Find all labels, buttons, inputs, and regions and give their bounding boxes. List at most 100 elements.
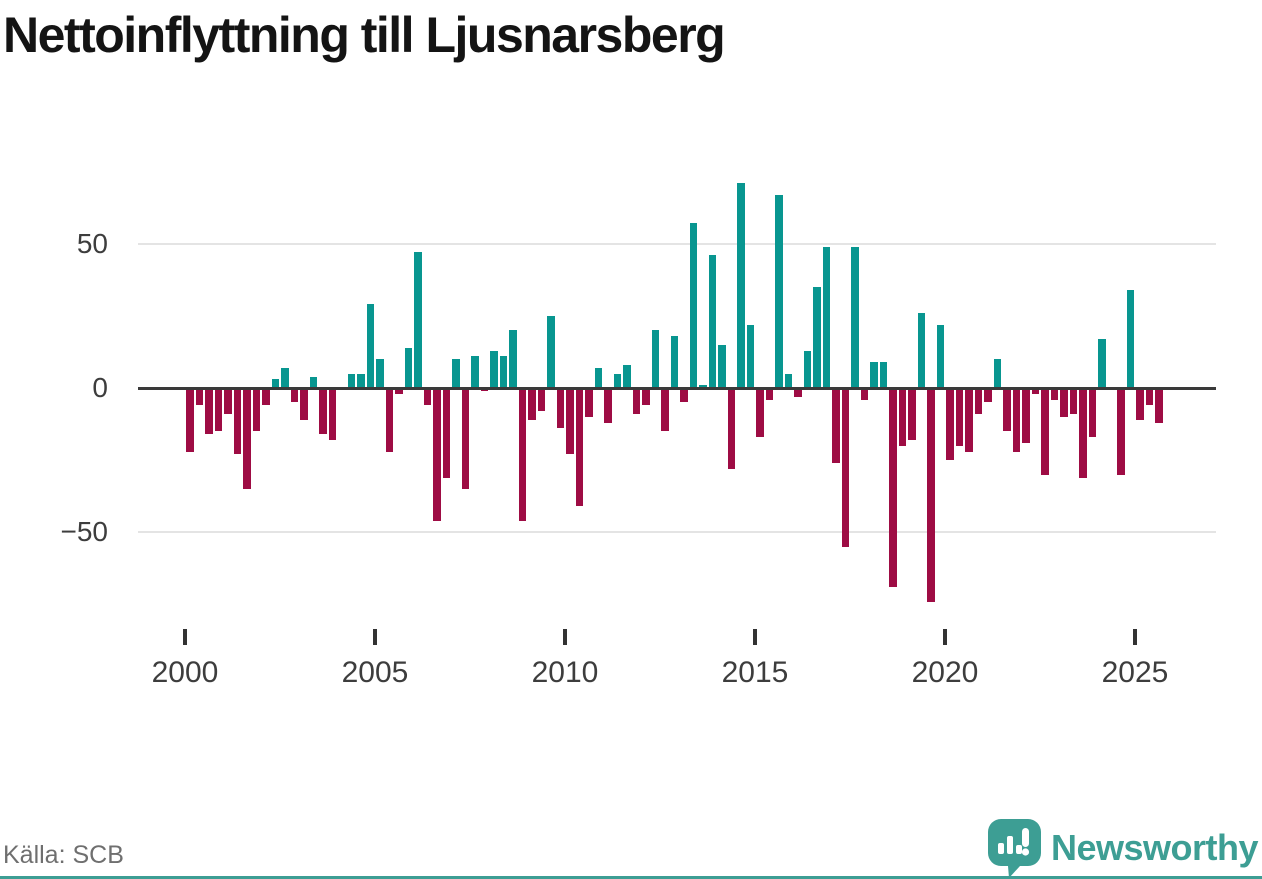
bar-2015Q3 [775, 194, 783, 388]
bar-2002Q3 [281, 367, 289, 388]
bar-2017Q2 [841, 388, 849, 547]
bar-2011Q1 [604, 388, 612, 423]
bar-2011Q4 [632, 388, 640, 414]
bar-2017Q1 [832, 388, 840, 464]
bar-2021Q2 [993, 359, 1001, 388]
bar-2002Q2 [271, 379, 279, 388]
x-tick-2020 [943, 629, 947, 645]
bar-2001Q2 [233, 388, 241, 455]
bar-2024Q1 [1098, 338, 1106, 388]
zero-axis-line [138, 387, 1216, 390]
newsworthy-logo: Newsworthy [987, 818, 1259, 878]
source-note: Källa: SCB [3, 841, 124, 869]
bar-2007Q1 [452, 359, 460, 388]
bar-2000Q3 [205, 388, 213, 435]
bar-2022Q3 [1041, 388, 1049, 475]
bar-2014Q4 [746, 324, 754, 388]
bar-2002Q1 [262, 388, 270, 406]
x-axis-label: 2010 [531, 656, 599, 689]
bar-2009Q4 [556, 388, 564, 429]
bar-2018Q4 [898, 388, 906, 446]
bar-2020Q3 [965, 388, 973, 452]
y-axis-label: 50 [76, 227, 108, 259]
bar-2008Q3 [509, 330, 517, 388]
y-axis-label: 0 [92, 372, 108, 403]
bar-2006Q4 [442, 388, 450, 478]
bar-2023Q3 [1079, 388, 1087, 478]
bar-2006Q3 [433, 388, 441, 521]
x-axis-label: 2020 [911, 656, 979, 689]
bar-2015Q1 [756, 388, 764, 438]
speech-bubble-chart-icon [987, 818, 1041, 878]
bar-2004Q3 [357, 373, 365, 388]
bar-2021Q3 [1003, 388, 1011, 432]
bar-2023Q1 [1060, 388, 1068, 417]
bar-2019Q3 [927, 388, 935, 602]
bar-2001Q1 [224, 388, 232, 414]
x-axis-label: 2000 [151, 656, 219, 689]
bar-2021Q1 [984, 388, 992, 403]
bar-2016Q2 [803, 350, 811, 388]
bar-2012Q2 [651, 330, 659, 388]
bar-2008Q4 [518, 388, 526, 521]
bar-2019Q1 [908, 388, 916, 440]
bar-2004Q2 [347, 373, 355, 388]
y-axis-label: −50 [60, 516, 109, 548]
x-axis-label: 2025 [1101, 656, 1169, 689]
bar-2011Q3 [623, 364, 631, 388]
bar-2014Q3 [737, 183, 745, 388]
bar-2020Q2 [955, 388, 963, 446]
bar-2025Q1 [1136, 388, 1144, 420]
bar-2005Q4 [404, 347, 412, 388]
bar-2018Q1 [870, 362, 878, 388]
bar-2013Q3 [699, 385, 707, 388]
bar-2005Q2 [385, 388, 393, 452]
x-axis-label: 2015 [721, 656, 789, 689]
bar-2003Q2 [309, 376, 317, 388]
bar-2020Q4 [974, 388, 982, 414]
bar-2012Q3 [661, 388, 669, 432]
x-tick-2005 [373, 629, 377, 645]
bar-2008Q2 [499, 356, 507, 388]
brand-name: Newsworthy [1050, 827, 1259, 868]
bar-2009Q1 [528, 388, 536, 420]
bar-2003Q1 [300, 388, 308, 420]
bar-2014Q1 [718, 344, 726, 388]
bar-2001Q3 [243, 388, 251, 489]
bar-2010Q4 [594, 367, 602, 388]
bar-2013Q4 [708, 255, 716, 388]
x-tick-2015 [753, 629, 757, 645]
bar-2023Q2 [1069, 388, 1077, 414]
bar-2024Q3 [1117, 388, 1125, 475]
bar-2005Q1 [376, 359, 384, 388]
bar-2010Q2 [575, 388, 583, 507]
chart-title: Nettoinflyttning till Ljusnarsberg [3, 7, 726, 63]
bar-2007Q3 [471, 356, 479, 388]
bar-2015Q2 [765, 388, 773, 400]
bar-2007Q2 [461, 388, 469, 489]
bottom-accent-strip [0, 876, 1262, 879]
bar-2020Q1 [946, 388, 954, 461]
bar-2014Q2 [727, 388, 735, 469]
bar-2017Q3 [851, 246, 859, 388]
x-tick-2025 [1133, 629, 1137, 645]
bar-2015Q4 [784, 373, 792, 388]
bar-2010Q1 [566, 388, 574, 455]
bar-2021Q4 [1012, 388, 1020, 452]
bar-2008Q1 [490, 350, 498, 388]
bar-2005Q3 [395, 388, 403, 394]
bar-2025Q3 [1155, 388, 1163, 423]
bar-2018Q3 [889, 388, 897, 588]
bar-2006Q2 [423, 388, 431, 406]
bar-2022Q4 [1050, 388, 1058, 400]
bar-2003Q4 [328, 388, 336, 440]
x-tick-2010 [563, 629, 567, 645]
bar-2000Q1 [186, 388, 194, 452]
bar-2009Q2 [537, 388, 545, 412]
bar-2012Q1 [642, 388, 650, 406]
bar-2006Q1 [414, 252, 422, 388]
x-axis-label: 2005 [341, 656, 409, 689]
bar-2011Q2 [613, 373, 621, 388]
bar-2023Q4 [1088, 388, 1096, 438]
bar-2004Q4 [366, 304, 374, 388]
